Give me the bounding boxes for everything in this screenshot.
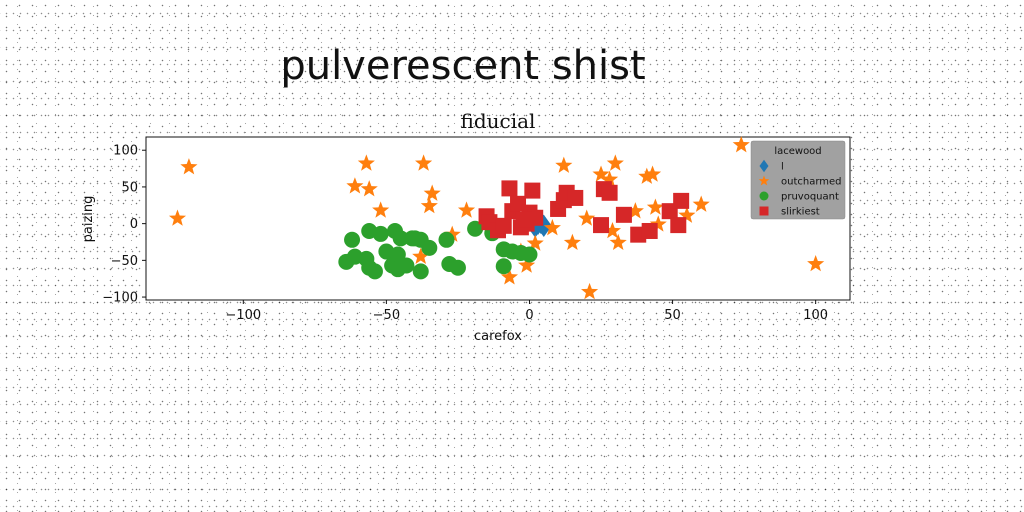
x-tick-label: −50 <box>373 308 400 323</box>
point-pruvoquant <box>421 239 438 256</box>
point-outcharmed <box>346 177 364 194</box>
x-tick-label: 100 <box>803 308 828 323</box>
point-outcharmed <box>646 198 664 215</box>
point-outcharmed <box>420 197 438 214</box>
legend-label-l: l <box>781 162 784 173</box>
point-outcharmed <box>649 215 667 232</box>
point-outcharmed <box>457 201 476 218</box>
point-slirkiest <box>495 217 512 234</box>
data-marks <box>168 136 825 300</box>
point-pruvoquant <box>467 220 484 237</box>
point-outcharmed <box>543 219 561 236</box>
x-axis: −100 −50 0 50 100 <box>225 300 828 323</box>
point-slirkiest <box>670 217 687 234</box>
point-pruvoquant <box>372 225 389 242</box>
point-slirkiest <box>641 222 658 239</box>
point-slirkiest <box>567 189 584 206</box>
legend-marker-slirkiest <box>759 206 769 216</box>
legend-marker-pruvoquant <box>759 191 769 201</box>
point-outcharmed <box>609 233 627 251</box>
point-slirkiest <box>593 217 610 234</box>
point-pruvoquant <box>438 231 455 248</box>
point-outcharmed <box>443 225 461 242</box>
legend-label-slirkiest: slirkiest <box>781 207 820 218</box>
legend-marker-outcharmed <box>758 175 770 186</box>
x-tick-label: 50 <box>664 308 681 323</box>
legend-marker-l <box>759 159 769 173</box>
legend: lacewood l outcharmed pruvoquant slirkiest <box>750 140 846 220</box>
point-outcharmed <box>807 255 825 272</box>
point-outcharmed <box>581 282 599 300</box>
point-pruvoquant <box>495 258 512 275</box>
point-outcharmed <box>732 136 750 153</box>
point-slirkiest <box>673 192 690 209</box>
point-outcharmed <box>692 195 710 212</box>
point-slirkiest <box>501 180 518 197</box>
legend-title: lacewood <box>774 146 821 157</box>
point-outcharmed <box>500 268 519 285</box>
point-outcharmed <box>555 156 573 173</box>
point-slirkiest <box>601 184 618 201</box>
plot-area: −100 −50 0 50 100 −100 −50 0 50 100 <box>102 136 851 323</box>
point-outcharmed <box>180 158 198 175</box>
x-tick-label: 0 <box>525 308 533 323</box>
x-tick-label: −100 <box>225 308 261 323</box>
y-axis-label: paizing <box>81 196 96 243</box>
figure-suptitle: pulverescent shist <box>280 43 645 89</box>
point-outcharmed <box>606 154 624 171</box>
point-outcharmed <box>603 221 622 239</box>
point-outcharmed <box>360 180 378 197</box>
legend-label-pruvoquant: pruvoquant <box>781 192 839 203</box>
point-outcharmed <box>601 170 619 187</box>
y-tick-label: −100 <box>102 291 138 306</box>
point-outcharmed <box>423 184 441 201</box>
point-outcharmed <box>518 256 536 273</box>
point-outcharmed <box>578 209 596 226</box>
point-outcharmed <box>168 209 187 226</box>
point-pruvoquant <box>398 257 415 274</box>
point-pruvoquant <box>392 230 409 247</box>
point-slirkiest <box>515 211 532 228</box>
point-outcharmed <box>357 154 375 171</box>
point-pruvoquant <box>366 263 383 280</box>
point-pruvoquant <box>389 246 406 263</box>
legend-box <box>750 140 846 220</box>
point-pruvoquant <box>412 263 429 280</box>
y-axis: −100 −50 0 50 100 <box>102 144 146 306</box>
point-outcharmed <box>415 154 433 171</box>
y-tick-label: −50 <box>111 254 138 269</box>
chart-title: fiducial <box>461 109 536 133</box>
point-pruvoquant <box>338 253 355 270</box>
point-slirkiest <box>524 182 541 199</box>
y-tick-label: 0 <box>130 217 138 232</box>
legend-label-outcharmed: outcharmed <box>781 177 842 188</box>
point-outcharmed <box>643 165 662 182</box>
point-pruvoquant <box>344 231 361 248</box>
x-axis-label: carefox <box>474 329 522 344</box>
y-tick-label: 100 <box>113 144 138 159</box>
point-outcharmed <box>526 234 544 251</box>
y-tick-label: 50 <box>121 180 138 195</box>
point-outcharmed <box>412 247 430 264</box>
point-pruvoquant <box>449 259 466 276</box>
point-outcharmed <box>678 206 696 223</box>
point-slirkiest <box>615 206 632 223</box>
point-pruvoquant <box>521 246 538 263</box>
point-outcharmed <box>372 201 390 218</box>
point-outcharmed <box>592 165 610 182</box>
point-outcharmed <box>626 202 644 219</box>
point-outcharmed <box>563 233 581 251</box>
point-outcharmed <box>638 167 656 184</box>
